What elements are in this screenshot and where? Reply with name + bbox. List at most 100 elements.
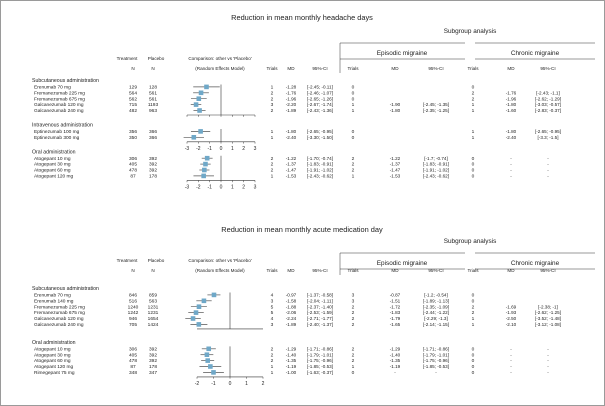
panel1-g1-r2-chronic-md: -1.76 <box>506 90 517 95</box>
panel1-g1-r1-trials: 1 <box>271 85 274 91</box>
panel2-g2-r5-point-estimate <box>211 370 216 375</box>
panel2-header-ci: 95%-CI <box>312 268 327 273</box>
panel2-g1-r3-point-estimate <box>196 304 202 309</box>
panel1-g1-r1-episodic-trials: 0 <box>352 85 355 91</box>
panel2-g1-r3-episodic-md: -1.72 <box>390 304 401 309</box>
panel2-g1-r6-chronic-ci: [-3.12; -1.08] <box>535 322 561 327</box>
panel2-g2-r2-chronic-ci: - <box>547 352 549 357</box>
panel2-g2-r4-chronic-trials: 0 <box>472 364 475 370</box>
panel2-g2-r1-chronic-trials: 0 <box>472 346 475 352</box>
panel2-g1-r3-ci: [-2.37; -1.40] <box>307 304 333 309</box>
panel1-g3-r4-ci: [-2.43; -0.62] <box>307 174 333 179</box>
panel2-g2-r2-episodic-ci: [-1.79; -1.01] <box>423 352 449 357</box>
panel1-g1-r2-md: -1.76 <box>286 90 297 95</box>
panel1-g1-r2-point-estimate <box>198 90 204 96</box>
panel1-header-chronic-trials: Trials <box>467 66 479 71</box>
panel2-g2-r1-label: Atogepant 10 mg <box>34 346 71 352</box>
panel2-g1-r4-label: Fremanezumab 675 mg <box>34 310 85 316</box>
panel1-g1-r3-chronic-ci: [-2.62; -1.29] <box>535 96 561 101</box>
panel1-g3-r3-treatment-n: 478 <box>129 168 137 174</box>
panel2-g1-r3-episodic-trials: 2 <box>352 304 355 310</box>
panel1-g1-r3-chronic-md: -1.96 <box>506 96 517 101</box>
panel1-g2-r1-treatment-n: 356 <box>129 129 137 135</box>
panel1-g3-r2-point-estimate <box>203 161 208 167</box>
panel2-g1-r4-point-estimate <box>193 310 199 315</box>
panel2-g2-r1-placebo-n: 392 <box>149 346 157 352</box>
panel1-g1-r4-treatment-n: 715 <box>129 102 137 108</box>
panel2-g2-r1-ci: [-1.71; -0.86] <box>307 346 333 351</box>
panel1-g3-r4-label: Atogepant 120 mg <box>34 174 74 180</box>
panel2-g2-r5-episodic-trials: 0 <box>352 370 355 376</box>
panel1-g3-r3-episodic-ci: [-1.91; -1.02] <box>423 168 449 173</box>
panel1-g1-r4-point-estimate <box>193 102 199 107</box>
panel1-g1-r1-ci: [-2.45; -0.11] <box>307 85 333 90</box>
panel2-g2-r3-label: Atogepant 60 mg <box>34 358 71 364</box>
panel2-g1-r4-episodic-md: -1.83 <box>390 310 401 315</box>
panel2-g1-r1-trials: 4 <box>271 293 274 299</box>
panel2-group-2-heading: Oral administration <box>32 340 76 346</box>
panel2-g1-r6-point-estimate <box>196 322 202 327</box>
panel1-group-3-tick-label-5: 1 <box>231 184 234 190</box>
panel2-g1-r2-trials: 3 <box>271 298 274 304</box>
panel2-g2-r4-label: Atogepant 120 mg <box>34 364 74 370</box>
panel2-g2-r4-trials: 1 <box>271 364 274 370</box>
panel2-g2-r4-ci: [-1.85; -0.53] <box>307 364 333 369</box>
panel2-header-treatment: Treatment <box>117 258 138 263</box>
panel1-g3-r2-label: Atogepant 30 mg <box>34 162 71 168</box>
panel2-g1-r1-point-estimate <box>211 292 217 298</box>
panel1-g1-r5-placebo-n: 963 <box>149 108 157 114</box>
panel1-g1-r3-chronic-trials: 2 <box>472 96 475 102</box>
panel2-g1-r2-chronic-trials: 0 <box>472 298 475 304</box>
panel1-g1-r4-label: Galcanezumab 120 mg <box>34 102 84 108</box>
panel2-g2-r4-chronic-ci: - <box>547 364 549 369</box>
panel2-group-1-heading: Subcutaneous administration <box>32 286 99 292</box>
panel1-g3-r2-chronic-md: - <box>510 162 512 167</box>
panel2-g1-r1-treatment-n: 846 <box>129 293 137 299</box>
panel2-g1-r6-md: -1.89 <box>286 322 297 327</box>
panel2-g2-r4-point-estimate <box>208 364 213 369</box>
panel2-g2-r3-point-estimate <box>205 358 211 363</box>
panel1-g3-r1-trials: 2 <box>271 156 274 162</box>
panel1-g2-r1-chronic-md: -1.80 <box>506 129 517 134</box>
panel1-subgroup-title: Subgroup analysis <box>444 28 497 35</box>
panel2-g1-r6-episodic-ci: [-2.14; -1.15] <box>423 322 449 327</box>
panel2-g2-r1-chronic-ci: - <box>547 346 549 351</box>
panel1-header-episodic-ci: 95%-CI <box>428 66 443 71</box>
panel1-g3-r1-label: Atogepant 10 mg <box>34 156 71 162</box>
panel2-header-episodic-md: MD <box>391 268 399 273</box>
panel2-g1-r4-placebo-n: 1231 <box>148 310 159 316</box>
panel2-g2-r1-trials: 2 <box>271 346 274 352</box>
panel1-group-3-tick-label-4: 0 <box>220 184 223 190</box>
panel1-g3-r3-chronic-ci: - <box>547 168 549 173</box>
panel1-g3-r3-episodic-trials: 2 <box>352 168 355 174</box>
panel2-g2-r2-ci: [-1.79; -1.01] <box>307 352 333 357</box>
panel2-g1-r5-ci: [-2.71; -1.77] <box>307 316 333 321</box>
panel2-g1-r5-episodic-ci: [-2.29; -1.3] <box>424 316 448 321</box>
panel2-g1-r6-episodic-md: -1.65 <box>390 322 401 327</box>
panel2-g1-r6-ci: [-2.40; -1.37] <box>307 322 333 327</box>
panel2-g1-r3-trials: 5 <box>271 304 274 310</box>
panel1-g1-r3-trials: 2 <box>271 96 274 102</box>
panel1-g1-r1-label: Erenumab 70 mg <box>34 85 71 91</box>
panel1-header-chronic-ci: 95%-CI <box>540 66 555 71</box>
panel1-g1-r5-chronic-md: -1.60 <box>506 108 517 113</box>
panel1-g2-r1-trials: 1 <box>271 129 274 135</box>
panel1-g1-r2-chronic-ci: [-2.43; -1.1] <box>536 90 560 95</box>
panel2-g2-r2-chronic-md: - <box>510 352 512 357</box>
panel1-g1-r1-point-estimate <box>204 84 209 90</box>
panel1-group-2-tick-label-5: 1 <box>231 146 234 152</box>
panel2-g2-r2-point-estimate <box>204 352 210 357</box>
panel1-header-treatment-n: N <box>131 66 134 71</box>
panel1-g3-r3-trials: 2 <box>271 168 274 174</box>
panel2-g1-r1-episodic-md: -0.87 <box>390 293 401 298</box>
panel1-header-episodic-trials: Trials <box>347 66 359 71</box>
panel1-g1-r3-ci: [-2.65; -1.26] <box>307 96 333 101</box>
panel1-header-placebo: Placebo <box>148 56 165 61</box>
panel1-g1-r4-md: -2.20 <box>286 102 297 107</box>
panel1-g3-r4-trials: 1 <box>271 174 274 180</box>
panel1-g1-r1-treatment-n: 129 <box>129 85 137 91</box>
panel2-g2-r5-md: -1.00 <box>286 370 297 375</box>
panel1-g3-r1-chronic-trials: 0 <box>472 156 475 162</box>
panel2-g1-r6-placebo-n: 1424 <box>148 322 159 328</box>
